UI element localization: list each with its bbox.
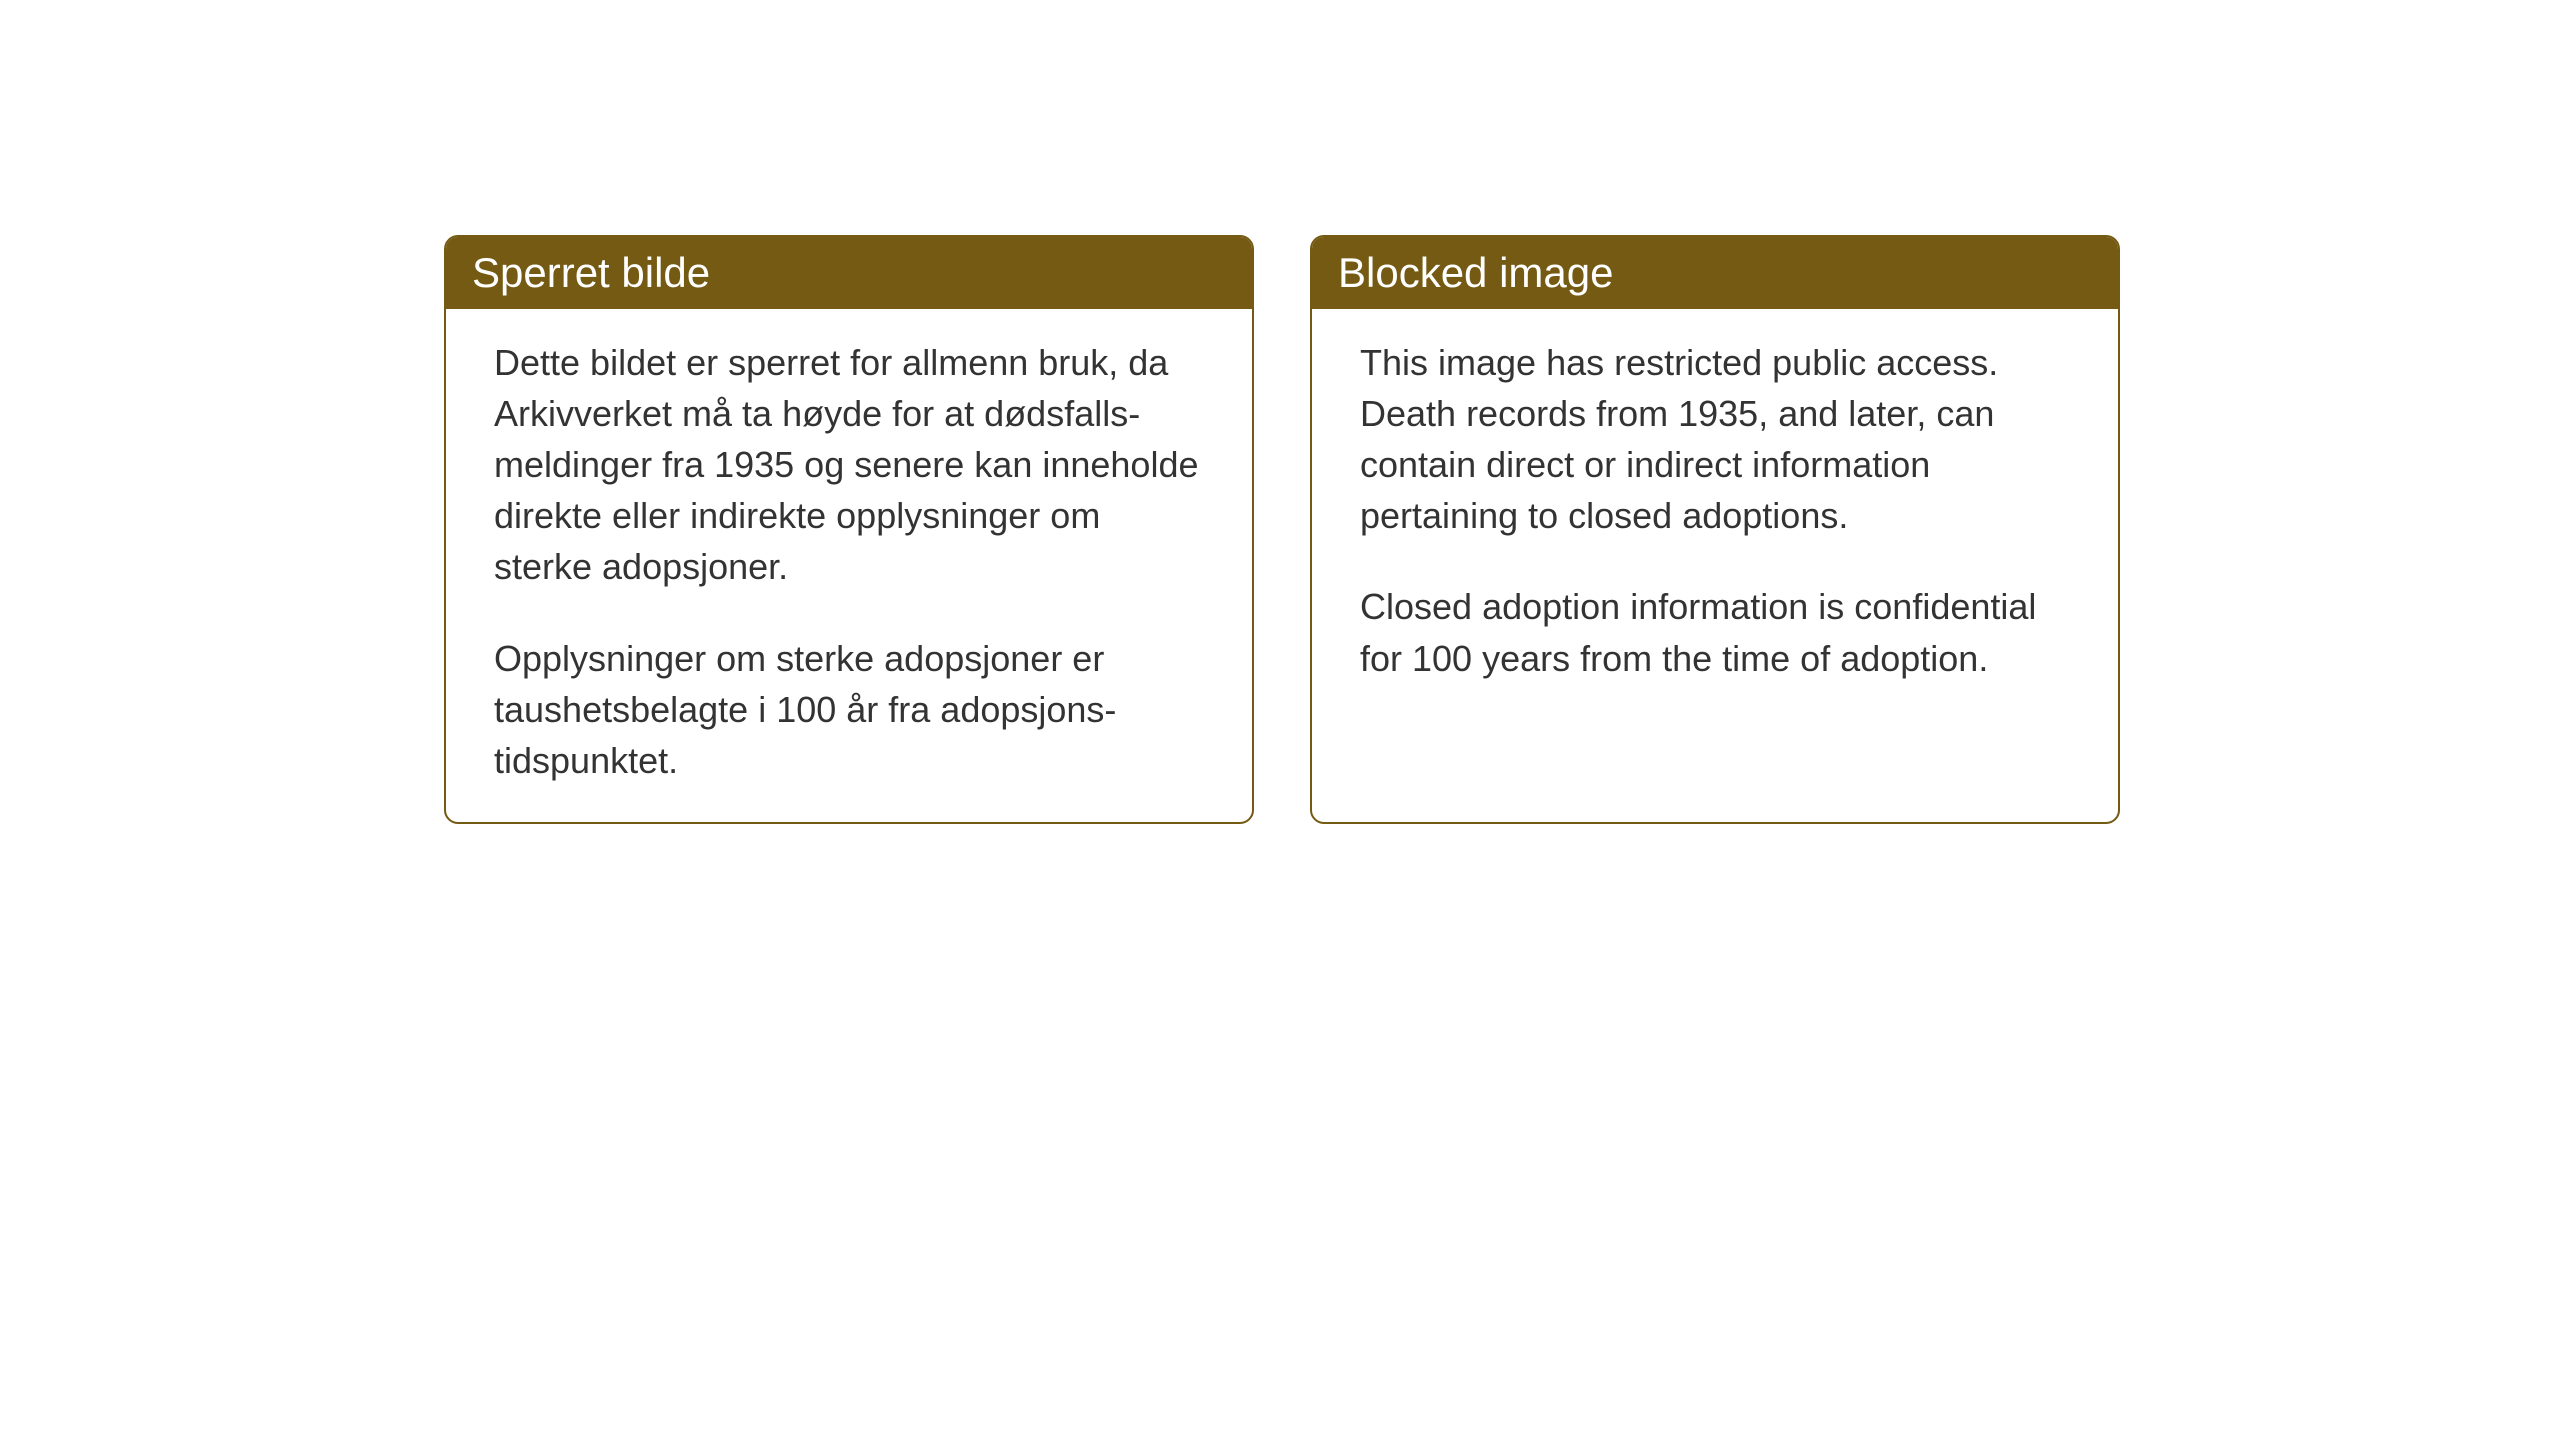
norwegian-paragraph-2: Opplysninger om sterke adopsjoner er tau… (494, 633, 1204, 786)
norwegian-notice-card: Sperret bilde Dette bildet er sperret fo… (444, 235, 1254, 824)
norwegian-card-header: Sperret bilde (446, 237, 1252, 309)
english-notice-card: Blocked image This image has restricted … (1310, 235, 2120, 824)
english-card-title: Blocked image (1338, 249, 1613, 296)
norwegian-paragraph-1: Dette bildet er sperret for allmenn bruk… (494, 337, 1204, 593)
notice-cards-container: Sperret bilde Dette bildet er sperret fo… (444, 235, 2120, 824)
english-paragraph-1: This image has restricted public access.… (1360, 337, 2070, 541)
norwegian-card-title: Sperret bilde (472, 249, 710, 296)
english-card-header: Blocked image (1312, 237, 2118, 309)
norwegian-card-body: Dette bildet er sperret for allmenn bruk… (446, 309, 1252, 822)
english-paragraph-2: Closed adoption information is confident… (1360, 581, 2070, 683)
english-card-body: This image has restricted public access.… (1312, 309, 2118, 757)
